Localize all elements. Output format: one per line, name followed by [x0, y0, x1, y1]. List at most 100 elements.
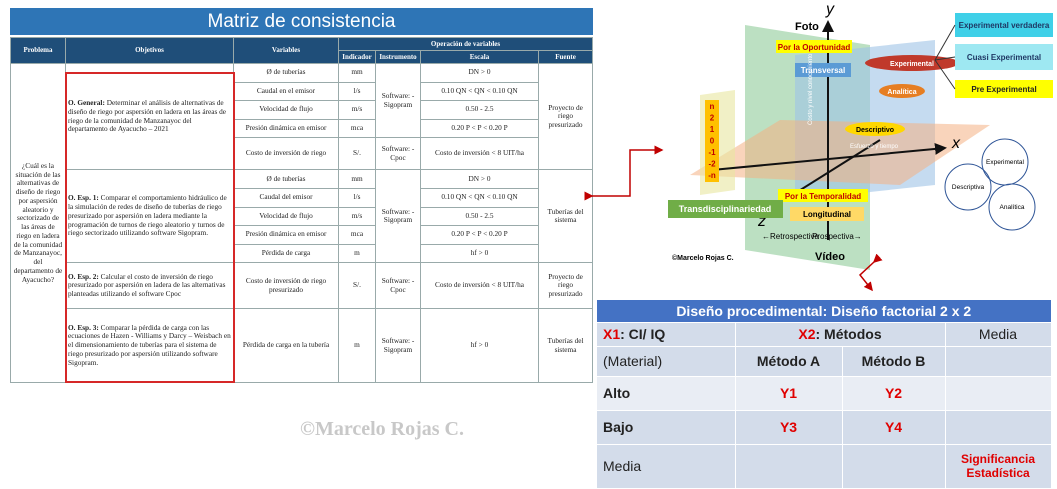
- matrix-table: Problema Objetivos Variables Operación de v…: [10, 37, 594, 383]
- header: Problema: [10, 37, 66, 64]
- cell: Y2: [842, 376, 946, 411]
- variable: Pérdida de carga en la tubería: [233, 308, 339, 383]
- scale: Costo de inversión < 8 UIT/ha: [420, 262, 539, 310]
- row: O. Esp. 3: Comparar la pérdida de carga …: [11, 308, 594, 383]
- connector: [934, 24, 956, 61]
- level: Alto: [597, 376, 736, 411]
- arrow: [584, 145, 664, 201]
- objective-label: O. Esp. 3:: [68, 322, 99, 332]
- box: [668, 200, 783, 218]
- label: Transversal: [801, 66, 845, 75]
- label: Foto: [795, 21, 819, 33]
- watermark: ©Marcelo Rojas C.: [300, 418, 464, 440]
- label: Longitudinal: [803, 210, 851, 219]
- header: Variables: [233, 37, 339, 64]
- cell: (Material): [597, 346, 736, 377]
- instrument: Software: - Cpoc: [375, 262, 421, 310]
- cell: Significancia Estadística: [945, 444, 1052, 489]
- objective: O. General: Determinar el análisis de al…: [65, 62, 234, 171]
- level-label: 1: [710, 125, 715, 134]
- label: Esfuerzo y tiempo: [850, 144, 899, 150]
- indicator: mm: [338, 63, 376, 83]
- cell: Y1: [735, 376, 843, 411]
- indicator: m/s: [338, 100, 376, 120]
- instrument: Software: - Sigopram: [375, 169, 421, 264]
- instrument: Software: - Cpoc: [375, 137, 421, 171]
- label: : CI/ IQ: [620, 326, 666, 342]
- level-label: 0: [710, 137, 715, 146]
- cell: Método B: [842, 346, 946, 377]
- objective-text: Calcular el costo de inversión de riego …: [68, 271, 226, 299]
- problem: ¿Cuál es la situación de las alternativa…: [10, 63, 66, 383]
- header: Objetivos: [65, 37, 234, 64]
- axis: [711, 142, 947, 171]
- label: Vídeo: [815, 251, 845, 263]
- diagram: y Foto Por la Oportunidad Transversal Ex…: [584, 1, 1053, 292]
- cell: Método A: [735, 346, 843, 377]
- type-box: [955, 44, 1053, 70]
- design-title: Diseño procedimental: Diseño factorial 2…: [597, 300, 1052, 323]
- label: Por la Temporalidad: [785, 192, 861, 201]
- scale: Costo de inversión < 8 UIT/ha: [420, 137, 539, 171]
- objective-label: O. General:: [68, 98, 105, 108]
- objective-text: Comparar el comportamiento hidráulico de…: [68, 193, 227, 238]
- box: [778, 189, 868, 202]
- instrument: Software: - Sigopram: [375, 308, 421, 383]
- credit: ©Marcelo Rojas C.: [672, 254, 734, 262]
- source: Proyecto de riego presurizado: [537, 262, 594, 310]
- label: Costo y nivel conocimiento: [808, 53, 814, 125]
- header: Escala: [420, 50, 539, 64]
- header: Fuente: [537, 50, 594, 64]
- shape: [879, 84, 925, 98]
- level: Bajo: [597, 410, 736, 445]
- row: Caudal en el emisor l/s 0.10 QN < QN < 0.1…: [11, 81, 593, 102]
- label: X1: [603, 326, 621, 342]
- arrow: [858, 253, 883, 292]
- scale: 0.10 QN < QN < 0.10 QN: [420, 81, 539, 102]
- circle-label: Analítica: [1000, 204, 1025, 211]
- label: Analítica: [887, 89, 916, 96]
- cell: [735, 444, 843, 489]
- box: [795, 63, 851, 77]
- cell: X1: CI/ IQ: [597, 322, 736, 347]
- design-table: Diseño procedimental: Diseño factorial 2…: [597, 300, 1052, 489]
- shape: [845, 122, 905, 136]
- label: Experimental: [890, 61, 934, 68]
- axis-label: y: [825, 1, 835, 18]
- plane: [690, 120, 990, 185]
- indicator: S/.: [338, 262, 376, 310]
- indicator: l/s: [338, 81, 376, 102]
- level-label: -n: [708, 171, 716, 180]
- cell: Y3: [735, 410, 843, 445]
- cell: X2: Métodos: [735, 322, 946, 347]
- source: Proyecto de riego presurizado: [537, 62, 594, 171]
- variable: Costo de inversión de riego presurizado: [233, 262, 339, 310]
- matrix-title: Matriz de consistencia: [10, 8, 593, 35]
- scale: hf > 0: [420, 308, 539, 383]
- box: [790, 207, 864, 221]
- row: Bajo Y3 Y4: [597, 410, 1052, 445]
- cell: Y4: [842, 410, 946, 445]
- label: Descriptivo: [856, 127, 894, 134]
- objective-label: O. Esp. 2:: [68, 271, 99, 281]
- level-label: n: [710, 102, 715, 111]
- type-box: [955, 80, 1053, 98]
- row: ¿Cuál es la situación de las alternativa…: [10, 62, 594, 383]
- box: [705, 100, 719, 182]
- header: Instrumento: [375, 50, 421, 64]
- cell: [842, 444, 946, 489]
- cell: [945, 346, 1052, 377]
- connector: [934, 56, 956, 61]
- highlight-box: [65, 72, 235, 383]
- cell: Media: [945, 322, 1052, 347]
- row: O. Esp. 2: Calcular el costo de inversió…: [11, 262, 594, 310]
- axis-label: z: [757, 213, 766, 230]
- circle: [944, 163, 992, 211]
- cell: [945, 376, 1052, 411]
- circle: [988, 183, 1036, 231]
- source: Tuberías del sistema: [537, 308, 594, 383]
- objective: O. Esp. 3: Comparar la pérdida de carga …: [65, 308, 234, 383]
- circle-label: Descriptiva: [952, 184, 985, 191]
- level-label: -2: [708, 160, 716, 169]
